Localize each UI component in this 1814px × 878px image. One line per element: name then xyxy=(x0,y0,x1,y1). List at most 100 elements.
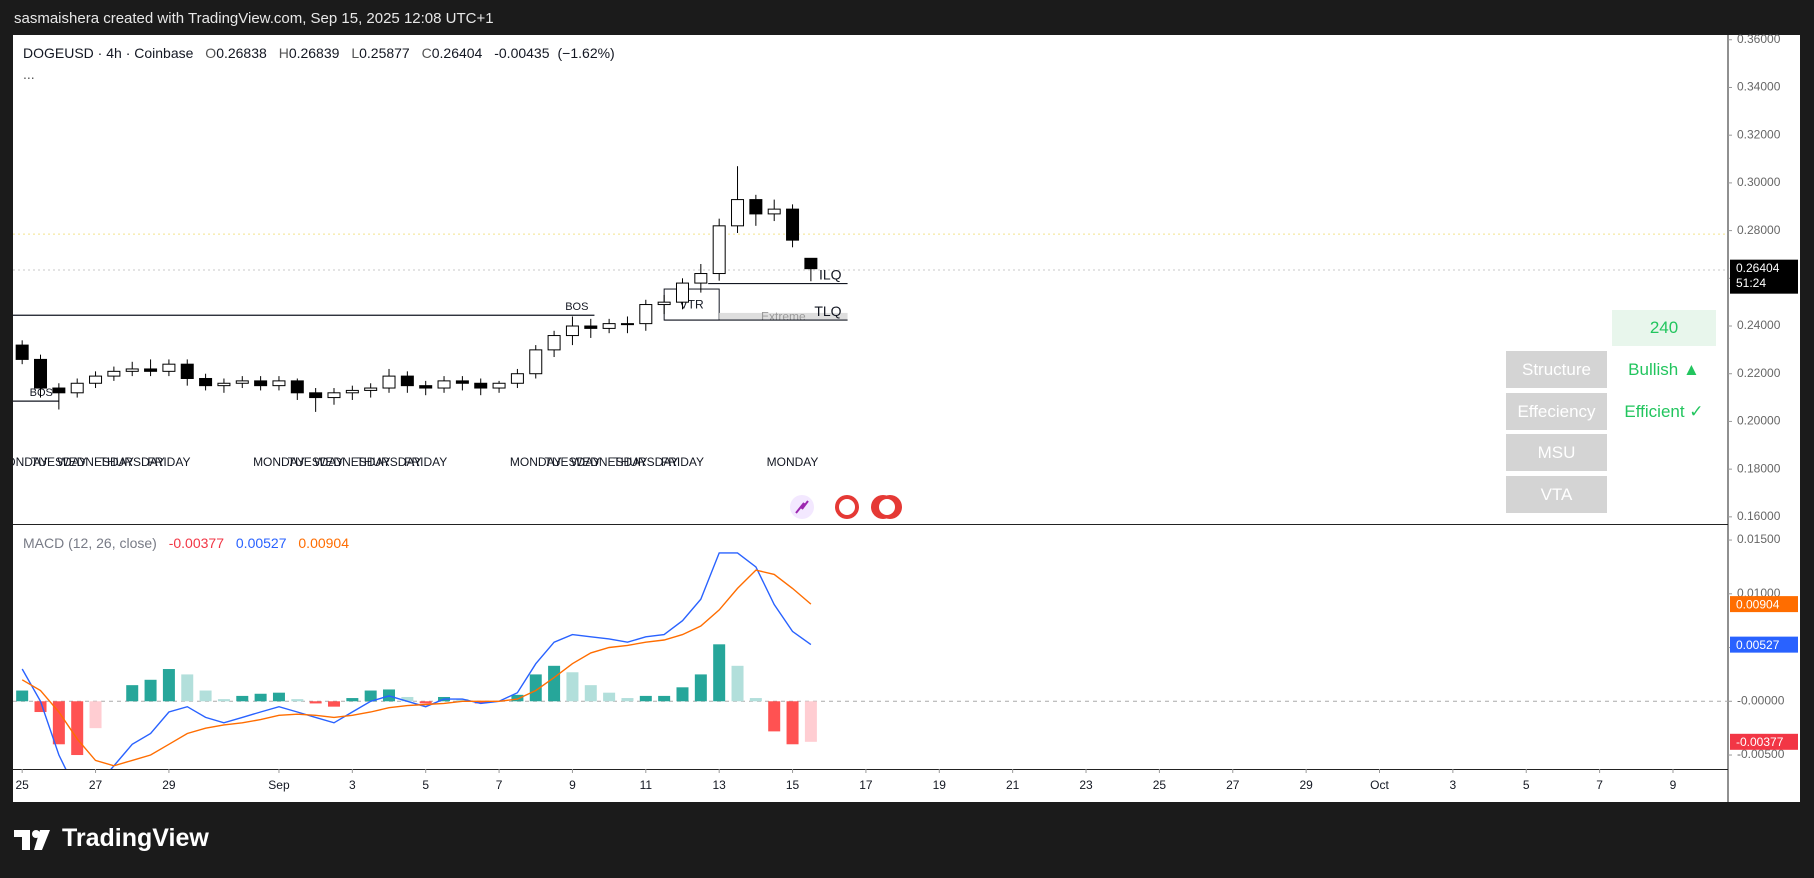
candle-body xyxy=(400,375,414,387)
level-label: BOS xyxy=(30,387,53,399)
macd-tag xyxy=(1730,636,1798,653)
candle-body xyxy=(547,335,561,351)
histogram-bar xyxy=(291,699,304,702)
candle-body xyxy=(455,380,469,384)
candle-body xyxy=(694,273,708,284)
x-tick-label: 9 xyxy=(569,778,576,792)
histogram-bar xyxy=(749,698,762,702)
x-tick-label: 9 xyxy=(1670,778,1677,792)
close-value: 0.26404 xyxy=(431,45,483,61)
chart-area xyxy=(13,35,1800,802)
logo-part xyxy=(22,830,30,850)
candle-body xyxy=(675,282,689,303)
candle-body xyxy=(290,380,304,394)
icon-glyph xyxy=(839,499,855,515)
x-tick-label: 3 xyxy=(1450,778,1457,792)
legend-histogram: -0.00377 xyxy=(168,535,224,551)
low-value: 0.25877 xyxy=(359,45,410,61)
x-tick-label: 29 xyxy=(162,778,176,792)
day-label: MONDAY xyxy=(0,455,48,469)
histogram-tag-label: -0.00377 xyxy=(1736,735,1784,749)
histogram-bar xyxy=(144,679,157,702)
candle-body xyxy=(254,380,268,387)
y-tick-label: 0.24000 xyxy=(1737,318,1781,332)
histogram-bar xyxy=(272,692,285,702)
day-label: MONDAY xyxy=(510,455,562,469)
y-tick-label: 0.22000 xyxy=(1737,366,1781,380)
candle-body xyxy=(492,382,506,389)
event-icons[interactable] xyxy=(790,495,902,519)
x-tick-label: 25 xyxy=(15,778,29,792)
histogram-bar xyxy=(346,698,359,702)
day-label: FRIDAY xyxy=(404,455,447,469)
panel-value: Bullish ▲ xyxy=(1628,360,1700,379)
histogram-bar xyxy=(199,690,212,702)
macd-tag-label: 0.00527 xyxy=(1736,638,1780,652)
x-tick-label: 5 xyxy=(1523,778,1530,792)
day-label: WEDNESDAY xyxy=(571,455,647,469)
histogram-bar xyxy=(52,701,65,745)
histogram-bar xyxy=(16,690,29,702)
histogram-bar xyxy=(584,685,597,702)
y-tick-label: 0.01500 xyxy=(1737,532,1781,546)
signal-tag xyxy=(1730,596,1798,613)
day-label: THURSDAY xyxy=(356,455,421,469)
histogram-bar xyxy=(71,701,84,756)
icon-glyph xyxy=(795,500,809,514)
legend-macd: 0.00527 xyxy=(235,535,287,551)
histogram-bar xyxy=(786,701,799,745)
candle-body xyxy=(217,382,231,387)
last-price-tag xyxy=(1730,259,1798,294)
axes: 0.160000.180000.200000.220000.240000.260… xyxy=(15,32,1798,792)
candle-body xyxy=(620,323,634,326)
candle-body xyxy=(162,363,176,372)
candle-body xyxy=(364,387,378,391)
y-tick-label: 0.34000 xyxy=(1737,80,1781,94)
panel-label: Effeciency xyxy=(1506,392,1607,430)
panel-value: Efficient ✓ xyxy=(1624,401,1704,421)
countdown: 51:24 xyxy=(1736,276,1766,290)
y-tick-label: 0.16000 xyxy=(1737,509,1781,523)
candle-body xyxy=(327,392,341,399)
x-tick-label: 13 xyxy=(712,778,726,792)
open-value: 0.26838 xyxy=(216,45,267,61)
candle-body xyxy=(529,349,543,375)
zone-box xyxy=(719,312,848,320)
macd-pane xyxy=(13,552,1728,769)
symbol: DOGEUSD · 4h · Coinbase xyxy=(23,45,194,61)
level-label: BOS xyxy=(565,301,588,313)
day-label: FRIDAY xyxy=(147,455,190,469)
y-tick-label: -0.00500 xyxy=(1737,747,1785,761)
high-value: 0.26839 xyxy=(288,45,340,61)
histogram-bar xyxy=(254,693,267,702)
candle-body xyxy=(437,380,451,389)
histogram-bar xyxy=(34,701,47,713)
candle-body xyxy=(584,325,598,329)
logo-part xyxy=(32,830,40,838)
y-tick-label: 0.28000 xyxy=(1737,223,1781,237)
candle-body xyxy=(70,382,84,394)
candle-body xyxy=(804,257,818,270)
last-price-label: 0.26404 xyxy=(1736,261,1780,275)
histogram-bar xyxy=(548,665,561,702)
change-percent: (−1.62%) xyxy=(557,45,615,61)
candle-body xyxy=(125,368,139,372)
candle-body xyxy=(731,199,745,227)
y-tick-label: 0.20000 xyxy=(1737,414,1781,428)
x-tick-label: Oct xyxy=(1370,778,1389,792)
macd-legend: MACD (12, 26, close) -0.00377 0.00527 0.… xyxy=(23,535,349,551)
candle-body xyxy=(34,358,48,389)
histogram-bar xyxy=(511,694,524,702)
histogram-bar xyxy=(236,695,249,702)
x-tick-label: 7 xyxy=(496,778,503,792)
histogram-bar xyxy=(181,674,194,702)
x-tick-label: 17 xyxy=(859,778,873,792)
histogram-bar xyxy=(621,698,634,702)
candle-body xyxy=(382,375,396,389)
y-tick-label: 0.30000 xyxy=(1737,175,1781,189)
histogram-bar xyxy=(474,701,487,704)
histogram-bar xyxy=(603,692,616,702)
level-label: TLQ xyxy=(814,303,841,319)
more[interactable]: ... xyxy=(23,66,35,82)
